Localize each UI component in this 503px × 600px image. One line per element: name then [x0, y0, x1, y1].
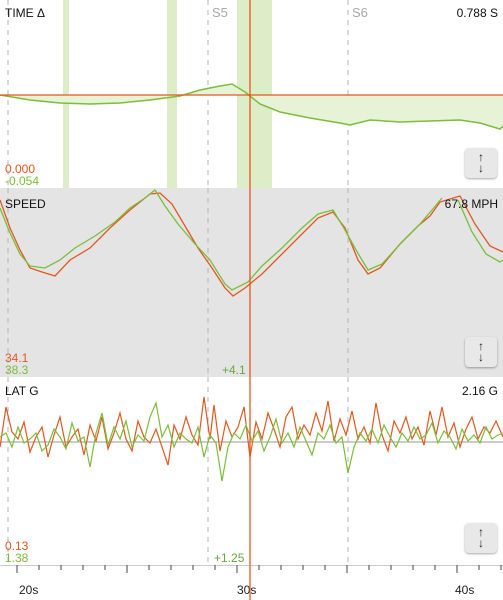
highlight-band [63, 0, 69, 188]
up-down-arrows-icon: ↑ ↓ [478, 339, 484, 364]
panel-readout: 67.8 MPH [444, 197, 498, 211]
lap-a-value: 0.13 [5, 539, 29, 553]
axis-tick-label: 40s [455, 583, 475, 597]
speed-chart [0, 188, 503, 377]
lat-g-panel[interactable]: LAT G 2.16 G 0.13 1.38 +1.25 ↑ ↓ [0, 377, 503, 565]
delta-value: +4.1 [222, 363, 246, 377]
time-delta-line [0, 83, 503, 130]
up-down-arrows-icon: ↑ ↓ [478, 150, 484, 175]
axis-tick-label: 20s [19, 583, 39, 597]
expand-button[interactable]: ↑ ↓ [465, 148, 497, 178]
panel-readout: 2.16 G [461, 384, 498, 398]
up-down-arrows-icon: ↑ ↓ [478, 525, 484, 550]
sector-label: S6 [352, 5, 368, 20]
panel-readout: 0.788 S [456, 6, 498, 20]
panel-title: LAT G [5, 384, 39, 398]
expand-button[interactable]: ↑ ↓ [465, 337, 497, 367]
lap-b-latg-line [0, 400, 503, 482]
time-axis[interactable]: 20s 30s 40s [0, 565, 503, 600]
lap-a-value: 0.000 [5, 162, 36, 176]
expand-button[interactable]: ↑ ↓ [465, 523, 497, 553]
lap-b-value: 1.38 [5, 551, 29, 565]
lap-a-speed-line [0, 192, 503, 297]
delta-value: +1.25 [214, 551, 245, 565]
lat-g-chart [0, 377, 503, 565]
lap-b-value: 38.3 [5, 363, 29, 377]
panel-title: SPEED [5, 197, 46, 211]
lap-a-value: 34.1 [5, 351, 29, 365]
time-delta-panel[interactable]: TIME Δ 0.788 S S5 S6 0.000 -0.054 ↑ ↓ [0, 0, 503, 188]
axis-ticks [0, 565, 503, 573]
sector-label: S5 [212, 5, 228, 20]
time-delta-chart [0, 0, 503, 188]
highlight-band [167, 0, 177, 188]
axis-tick-label: 30s [237, 583, 257, 597]
lap-b-speed-line [0, 189, 443, 291]
panel-title: TIME Δ [5, 6, 46, 20]
lap-b-value: -0.054 [5, 174, 40, 188]
speed-panel[interactable]: SPEED 67.8 MPH 34.1 38.3 +4.1 ↑ ↓ [0, 188, 503, 377]
